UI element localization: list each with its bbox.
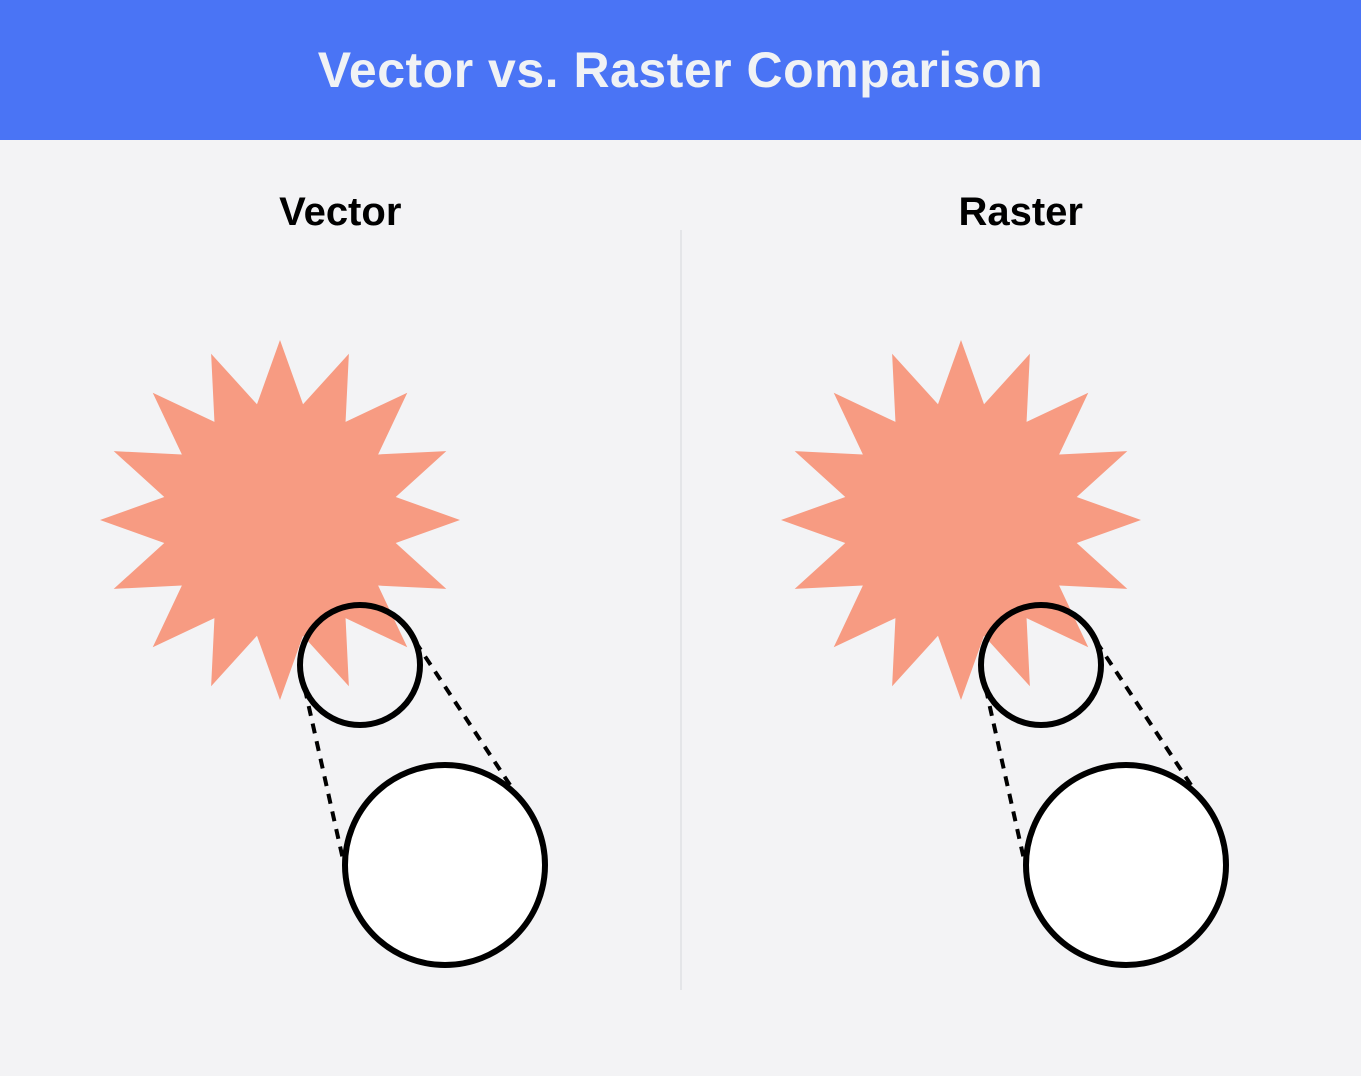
header-bar: Vector vs. Raster Comparison — [0, 0, 1361, 140]
starburst-shape — [100, 340, 460, 700]
starburst-shape — [781, 340, 1141, 700]
vector-illustration — [0, 190, 680, 1090]
panel-divider — [680, 230, 681, 990]
raster-illustration — [681, 190, 1361, 1090]
infographic-canvas: Vector vs. Raster Comparison Vector Rast… — [0, 0, 1361, 1076]
content-area: Vector Raster — [0, 140, 1361, 1076]
panel-raster: Raster — [681, 140, 1361, 1076]
header-title: Vector vs. Raster Comparison — [318, 41, 1043, 99]
panel-vector: Vector — [0, 140, 681, 1076]
